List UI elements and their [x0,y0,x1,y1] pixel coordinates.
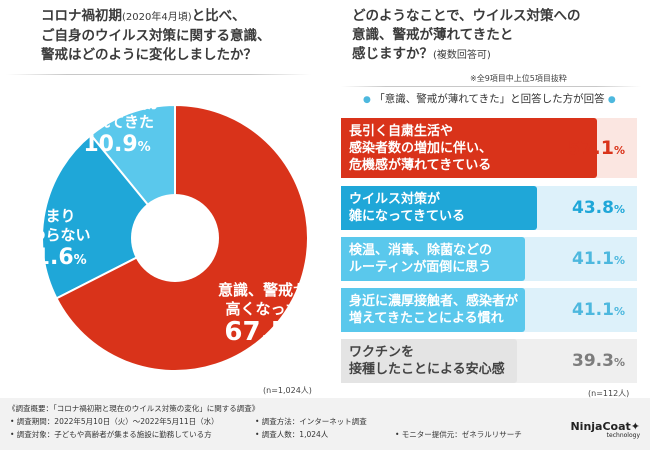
bar-row-4: 身近に濃厚接触者、感染者が 増えてきたことによる慣れ 41.1% [341,288,637,332]
right-question-line2: 意識、警戒が薄れてきたと [352,27,514,43]
bar-fill-1 [341,118,597,178]
legend-text: 「意識、警戒が薄れてきた」と回答した方が回答 [374,93,605,105]
bar-label-1-line3: 危機感が薄れてきている [349,157,492,173]
bar-label-2-line1: ウイルス対策が [349,192,441,207]
bar-fill-3 [341,237,525,281]
bar-label-1-line1: 長引く自粛生活や [349,123,454,139]
pie-label-heightened-line1: 意識、警戒が [217,281,308,299]
bar-fill-4 [341,288,525,332]
right-question-title: どのようなことで、ウイルス対策への 意識、警戒が薄れてきたと 感じますか？(複数… [352,7,642,65]
bar-label-5-line1: ワクチンを [349,345,415,360]
pie-slice-unchanged [41,133,177,300]
right-note: ※全9項目中上位5項目抜粋 [470,74,567,83]
pie-label-unchanged-line1: あまり [30,207,76,225]
pie-value-weakened: 10.9% [83,132,151,157]
bar-row-5: ワクチンを 接種したことによる安心感 39.3% [341,339,637,383]
left-sample-size: (n=1,024人) [263,386,312,395]
left-divider [6,74,311,75]
brand-logo-name: NinjaCoat [570,420,631,433]
footer-method: • 調査方法：インターネット調査 [255,417,367,426]
left-question-paren: (2020年4月頃) [122,12,192,23]
bar-fill-2 [341,186,537,230]
left-question-line3: 警戒はどのように変化しましたか？ [41,47,257,63]
bar-label-3: 検温、消毒、除菌などの ルーティンが面倒に思う [341,242,492,276]
bar-label-4-line2: 増えてきたことによる慣れ [349,311,504,326]
right-question-line1: どのようなことで、ウイルス対策への [352,8,581,24]
legend-dot-icon: ● [363,95,371,105]
bar-value-3: 41.1% [572,249,625,269]
pie-label-weakened-line2: 薄れてきた [79,113,155,131]
bar-row-1: 長引く自粛生活や 感染者数の増加に伴い、 危機感が薄れてきている 57.1% [341,118,637,178]
left-question-line2: ご自身のウイルス対策に関する意識、 [41,28,271,44]
left-question-part1: コロナ禍初期 [41,8,122,24]
footer-count: • 調査人数：1,024人 [255,430,329,439]
bar-label-5-line2: 接種したことによる安心感 [349,362,505,377]
bar-label-2-line2: 雑になってきている [349,209,465,224]
pie-chart [41,103,309,372]
pie-label-heightened: 意識、警戒が 高くなった 67.5% [198,281,328,350]
brand-logo-sub: technology [606,432,640,439]
legend-note: ● 「意識、警戒が薄れてきた」と回答した方が回答 ● [363,91,616,106]
bar-fill-5 [341,339,517,383]
right-question-paren: (複数回答可) [433,50,491,61]
footer-period: • 調査期間：2022年5月10日（火）～2022年5月11日（水） [10,417,219,426]
pie-label-heightened-line2: 高くなった [225,300,301,318]
footer-survey-summary: 《調査概要：「コロナ禍初期と現在のウイルス対策の変化」に関する調査》 • 調査期… [0,398,650,450]
pie-value-heightened: 67.5% [224,317,302,347]
bar-value-5: 39.3% [572,351,625,371]
brand-logo: NinjaCoat✦ technology [570,420,640,439]
right-sample-size: (n=112人) [588,389,630,398]
bar-label-3-line2: ルーティンが面倒に思う [349,260,492,275]
bar-label-5: ワクチンを 接種したことによる安心感 [341,344,505,378]
bar-label-4-line1: 身近に濃厚接触者、感染者が [349,294,519,309]
bar-value-1: 57.1% [567,137,625,159]
pie-label-unchanged-line2: 変わらない [15,226,91,244]
bar-label-3-line1: 検温、消毒、除菌などの [349,243,493,258]
footer-summary-title: 《調査概要：「コロナ禍初期と現在のウイルス対策の変化」に関する調査》 [8,404,260,413]
bar-row-3: 検温、消毒、除菌などの ルーティンが面倒に思う 41.1% [341,237,637,281]
bar-value-2: 43.8% [572,198,625,218]
right-divider [341,86,641,87]
legend-dot-icon-right: ● [607,95,616,105]
bar-row-2: ウイルス対策が 雑になってきている 43.8% [341,186,637,230]
bar-label-1-line2: 感染者数の増加に伴い、 [349,140,493,156]
left-question-part2: と比べ、 [191,8,246,24]
pie-label-weakened: 意識、警戒が 薄れてきた 10.9% [62,94,172,161]
pie-label-weakened-line1: 意識、警戒が [71,94,162,112]
pie-value-unchanged: 21.6% [19,245,87,270]
bar-label-4: 身近に濃厚接触者、感染者が 増えてきたことによる慣れ [341,293,518,327]
bar-label-1: 長引く自粛生活や 感染者数の増加に伴い、 危機感が薄れてきている [341,123,492,174]
bar-value-4: 41.1% [572,300,625,320]
footer-provider: • モニター提供元：ゼネラルリサーチ [395,430,522,439]
bar-label-2: ウイルス対策が 雑になってきている [341,191,465,225]
sparkle-icon: ✦ [630,420,640,433]
pie-label-unchanged: あまり 変わらない 21.6% [8,207,98,274]
footer-target: • 調査対象：子どもや高齢者が集まる施設に勤務している方 [10,430,212,439]
pie-donut-hole [131,194,219,282]
left-question-title: コロナ禍初期(2020年4月頃)と比べ、 ご自身のウイルス対策に関する意識、 警… [41,7,341,65]
right-question-line3: 感じますか？ [352,46,433,62]
